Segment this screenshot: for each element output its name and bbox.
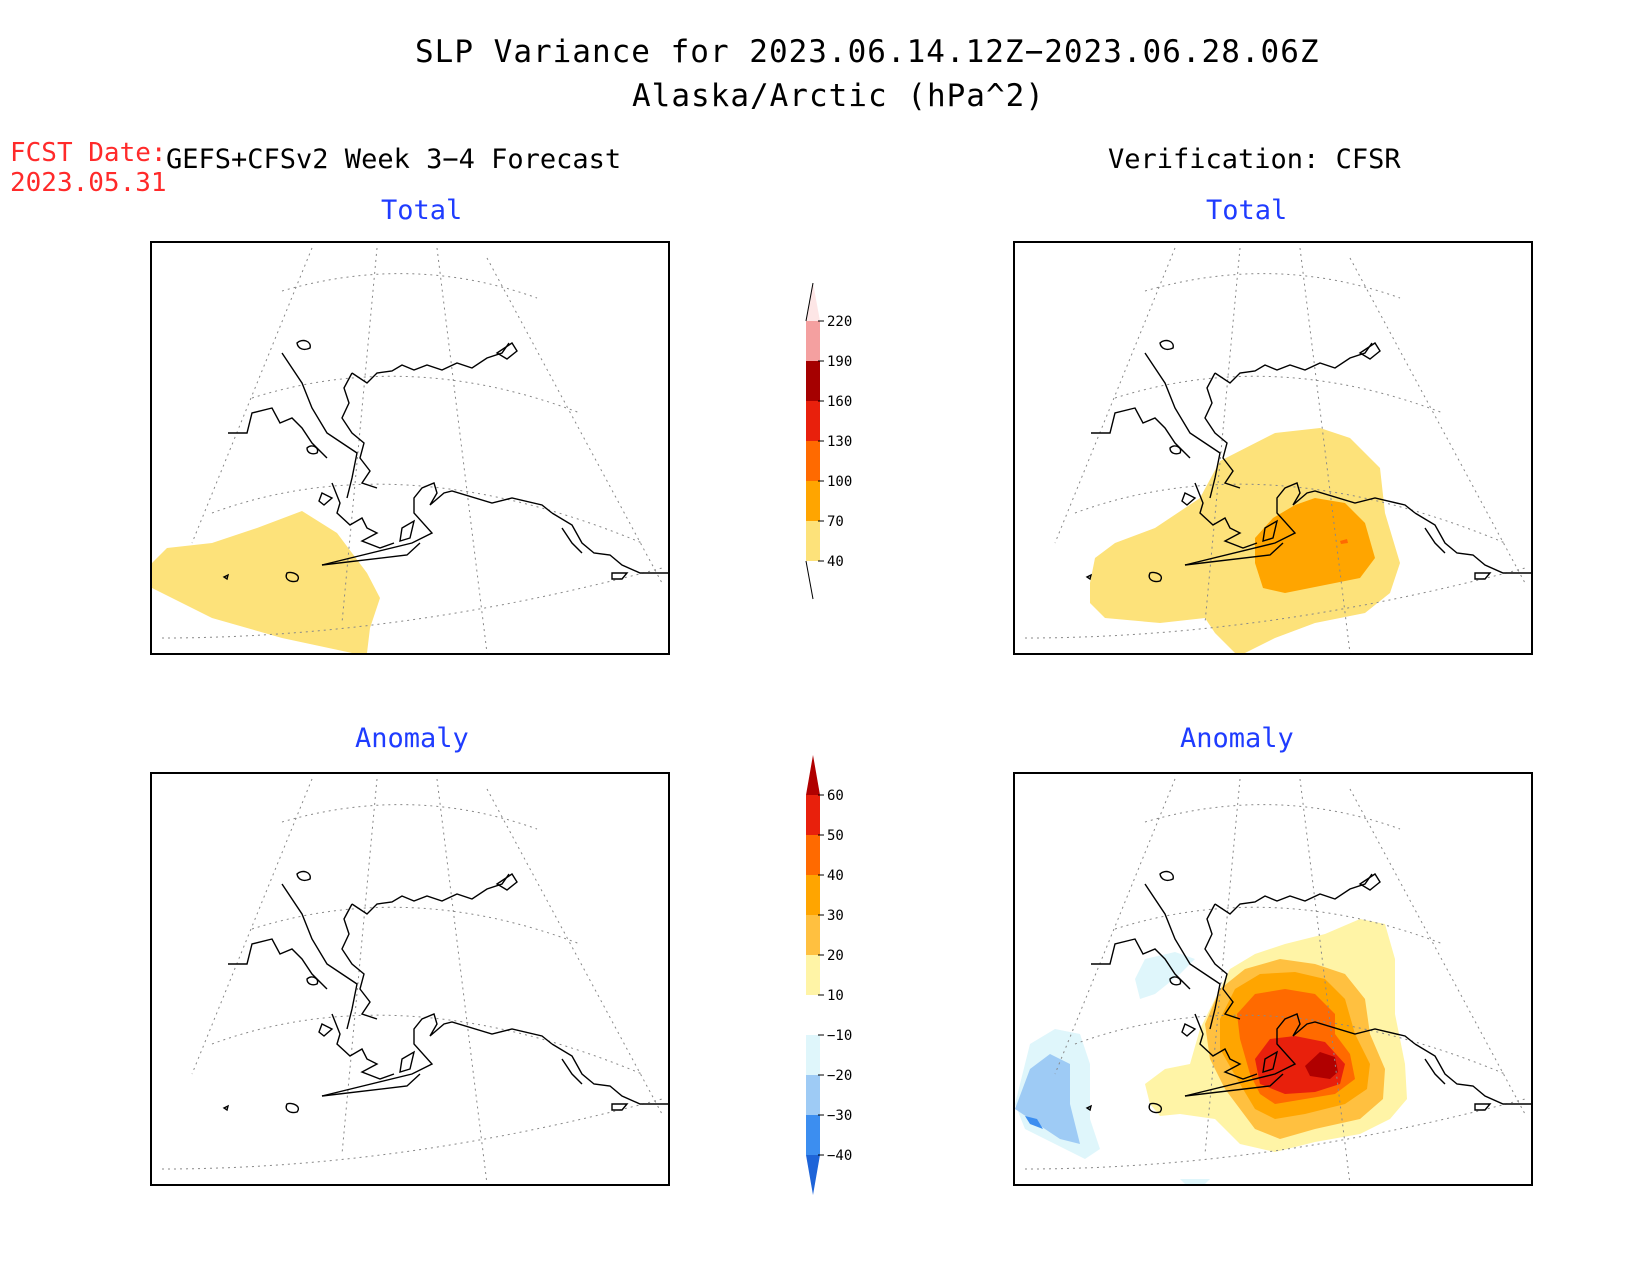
ver-anomaly-title: Anomaly: [1180, 723, 1294, 754]
verification-anomaly-map: [1013, 772, 1533, 1186]
colorbar-segment: [806, 995, 820, 1035]
variance-contour-40-70: [152, 511, 380, 653]
colorbar-upper-tip: [806, 755, 820, 795]
colorbar-segment: [806, 441, 820, 481]
variance-contour-40-70: [1090, 428, 1400, 653]
colorbar-tick-label: −20: [827, 1068, 852, 1084]
forecast-header: GEFS+CFSv2 Week 3−4 Forecast: [166, 144, 622, 175]
verification-header: Verification: CFSR: [1108, 144, 1401, 175]
colorbar-upper-tip: [806, 283, 820, 321]
colorbar-segment: [806, 361, 820, 401]
colorbar-tick-label: 50: [827, 828, 844, 844]
colorbar-segment: [806, 875, 820, 915]
colorbar-tick-label: 70: [827, 514, 844, 530]
variance-contour-100-130: [1340, 539, 1348, 544]
colorbar-segment: [806, 521, 820, 561]
anomaly-contour-neg20-neg30: [1015, 1054, 1080, 1144]
colorbar-tick-label: 220: [827, 314, 852, 330]
anomaly-colorbar: −40 −30 −20 −10 10 20 30 40 50 60: [800, 755, 870, 1209]
colorbar-tick-label: 100: [827, 474, 852, 490]
colorbar-upper-edge: [805, 282, 814, 322]
total-colorbar: 40 70 100 130 160 190 220: [800, 282, 870, 617]
colorbar-tick-label: −10: [827, 1028, 852, 1044]
colorbar-tick-label: 60: [827, 788, 844, 804]
anomaly-contour-neg10-lower: [1180, 1179, 1210, 1184]
fcst-date: 2023.05.31: [10, 168, 167, 198]
colorbar-segment: [806, 1035, 820, 1075]
colorbar-segment: [806, 795, 820, 835]
fcst-label: FCST Date:: [10, 138, 167, 168]
colorbar-tick-label: −30: [827, 1108, 852, 1124]
anomaly-contour-neg30-neg40: [1025, 1116, 1043, 1129]
fc-anomaly-title: Anomaly: [355, 723, 469, 754]
colorbar-segment: [806, 321, 820, 361]
colorbar-segment: [806, 1075, 820, 1115]
colorbar-segment: [806, 835, 820, 875]
colorbar-tick-label: 160: [827, 394, 852, 410]
figure-subtitle: Alaska/Arctic (hPa^2): [632, 78, 1045, 114]
colorbar-lower-tip: [805, 560, 814, 600]
colorbar-tick-label: 40: [827, 868, 844, 884]
fc-total-title: Total: [381, 195, 463, 226]
colorbar-tick-label: 40: [827, 554, 844, 570]
colorbar-tick-label: −40: [827, 1148, 852, 1164]
ver-total-title: Total: [1206, 195, 1288, 226]
forecast-total-map: [150, 241, 670, 655]
anomaly-contour-60-plus: [1305, 1052, 1338, 1079]
verification-total-map: [1013, 241, 1533, 655]
colorbar-segment: [806, 955, 820, 995]
colorbar-lower-tip: [806, 1155, 820, 1195]
colorbar-tick-label: 20: [827, 948, 844, 964]
colorbar-tick-label: 10: [827, 988, 844, 1004]
colorbar-segment: [806, 1115, 820, 1155]
forecast-anomaly-map: [150, 772, 670, 1186]
colorbar-segment: [806, 401, 820, 441]
figure-title: SLP Variance for 2023.06.14.12Z−2023.06.…: [415, 34, 1320, 70]
colorbar-tick-label: 30: [827, 908, 844, 924]
colorbar-segment: [806, 915, 820, 955]
colorbar-segment: [806, 481, 820, 521]
colorbar-tick-label: 130: [827, 434, 852, 450]
colorbar-tick-label: 190: [827, 354, 852, 370]
anomaly-contour-neg10-north: [1135, 952, 1195, 999]
